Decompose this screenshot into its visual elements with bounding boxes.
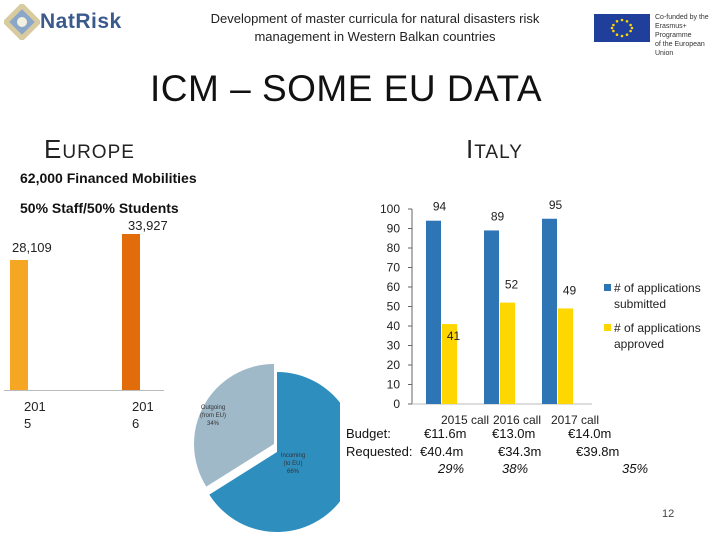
italy-y-tick-label: 0 <box>393 397 400 411</box>
legend-approved-line-2: approved <box>614 337 665 351</box>
requested-label: Requested: <box>346 444 413 459</box>
year-2016-line-1: 201 <box>132 399 154 414</box>
outgoing-pct: 34% <box>206 421 219 427</box>
legend-submitted-line-2: submitted <box>614 297 667 311</box>
eu-cofunded-logo <box>594 14 718 44</box>
pie-label-outgoing: Outgoing (from EU) 34% <box>190 404 236 428</box>
italy-bar-approved <box>558 308 573 404</box>
mobility-pie-chart <box>194 364 340 532</box>
pie-slice-outgoing <box>194 364 274 487</box>
outgoing-line-2: (from EU) <box>200 413 226 419</box>
italy-y-tick-label: 10 <box>387 378 401 392</box>
italy-y-tick-label: 50 <box>387 300 401 314</box>
incoming-pct: 66% <box>286 469 299 475</box>
europe-bar-2016-value: 33,927 <box>128 218 168 233</box>
slide-title: ICM – SOME EU DATA <box>150 68 543 109</box>
europe-bar-2015 <box>10 260 28 390</box>
europe-heading-rest: UROPE <box>62 142 135 163</box>
requested-2017: €39.8m <box>576 444 620 459</box>
budget-2017: €14.0m <box>568 426 612 441</box>
project-title-line-2: management in Western Balkan countries <box>254 29 496 44</box>
italy-bar-value-label: 89 <box>491 209 505 223</box>
staff-students-split: 50% Staff/50% Students <box>20 200 179 216</box>
legend-submitted: # of applications submitted <box>614 280 701 312</box>
incoming-line-2: (to EU) <box>283 461 303 467</box>
italy-y-tick-label: 70 <box>387 261 401 275</box>
italy-category-label: 2015 call <box>441 413 489 425</box>
pie-label-incoming: Incoming (to EU) 66% <box>270 452 316 476</box>
italy-heading-initial: I <box>466 134 475 164</box>
europe-year-2015: 201 5 <box>24 398 46 432</box>
legend-approved-swatch <box>604 324 611 331</box>
italy-y-tick-label: 90 <box>387 222 401 236</box>
europe-year-2016: 201 6 <box>132 398 154 432</box>
italy-bar-approved <box>500 302 515 404</box>
italy-bar-value-label: 95 <box>549 198 563 212</box>
natrisk-emblem-icon <box>2 2 42 42</box>
italy-bar-submitted <box>484 230 499 404</box>
financed-mobilities: 62,000 Financed Mobilities <box>20 170 197 186</box>
incoming-line-1: Incoming <box>280 453 306 459</box>
percent-2017: 35% <box>622 461 649 476</box>
project-title: Development of master curricula for natu… <box>180 10 570 46</box>
legend-approved-line-1: # of applications <box>614 321 701 335</box>
percent-2015: 29% <box>438 461 465 476</box>
italy-category-label: 2017 call <box>551 413 599 425</box>
europe-heading: EUROPE <box>44 134 135 165</box>
italy-heading: ITALY <box>466 134 523 165</box>
italy-bar-submitted <box>542 218 557 404</box>
italy-category-label: 2016 call <box>493 413 541 425</box>
logo-text: NatRisk <box>40 10 122 33</box>
legend-submitted-line-1: # of applications <box>614 281 701 295</box>
pie-slice-incoming <box>209 372 340 532</box>
project-title-line-1: Development of master curricula for natu… <box>210 11 540 26</box>
percent-2016: 38% <box>502 461 529 476</box>
eu-text-line-1: Co-funded by the <box>655 14 709 21</box>
eu-cofunded-text: Co-funded by the Erasmus+ Programme of t… <box>655 13 719 58</box>
italy-bar-submitted <box>426 220 441 404</box>
outgoing-line-1: Outgoing <box>200 405 226 411</box>
legend-submitted-swatch <box>604 284 611 291</box>
italy-bar-value-label: 52 <box>505 278 519 292</box>
italy-bar-value-label: 49 <box>563 283 577 297</box>
requested-2015: €40.4m <box>420 444 464 459</box>
europe-bar-2016 <box>122 234 140 390</box>
eu-text-line-2: Erasmus+ Programme <box>655 23 692 39</box>
budget-2016: €13.0m <box>492 426 536 441</box>
italy-heading-rest: TALY <box>474 142 523 163</box>
year-2016-line-2: 6 <box>132 416 140 431</box>
year-2015-line-1: 201 <box>24 399 46 414</box>
requested-2016: €34.3m <box>498 444 542 459</box>
europe-bar-2015-value: 28,109 <box>12 240 52 255</box>
italy-y-tick-label: 100 <box>380 202 400 216</box>
europe-chart-baseline <box>4 390 164 391</box>
europe-heading-initial: E <box>44 134 63 164</box>
eu-flag-icon <box>594 14 650 42</box>
italy-y-tick-label: 40 <box>387 319 401 333</box>
budget-2015: €11.6m <box>424 426 467 441</box>
budget-label: Budget: <box>346 426 391 441</box>
eu-text-line-3: of the European Union <box>655 41 705 57</box>
italy-y-tick-label: 20 <box>387 358 401 372</box>
italy-bar-value-label: 94 <box>433 200 447 214</box>
natrisk-logo <box>2 2 116 44</box>
page-number: 12 <box>662 508 675 520</box>
italy-bar-approved <box>442 324 457 404</box>
legend-approved: # of applications approved <box>614 320 701 352</box>
italy-y-tick-label: 60 <box>387 280 401 294</box>
year-2015-line-2: 5 <box>24 416 32 431</box>
italy-y-tick-label: 80 <box>387 241 401 255</box>
italy-bar-value-label: 41 <box>447 329 461 343</box>
italy-y-tick-label: 30 <box>387 339 401 353</box>
